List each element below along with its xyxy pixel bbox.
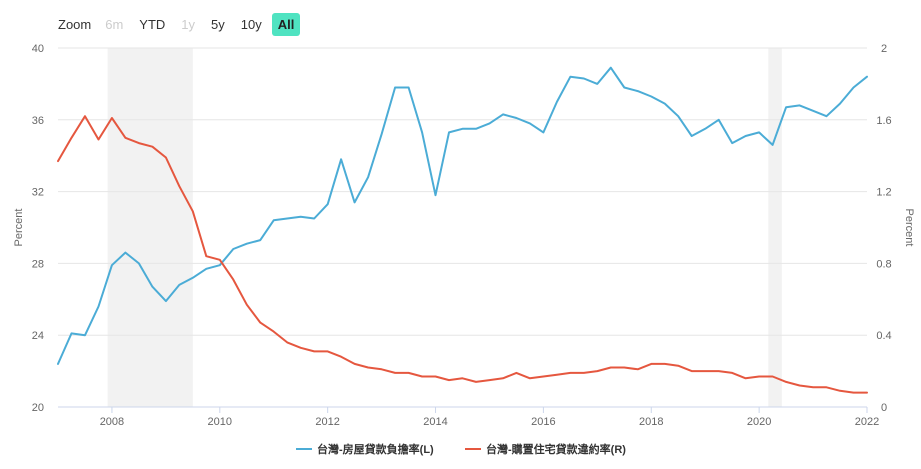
zoom-label: Zoom (58, 16, 92, 32)
legend-label: 台灣-房屋貸款負擔率(L) (317, 442, 434, 456)
shaded-periods (107, 48, 782, 407)
x-tick-label: 2010 (208, 416, 232, 428)
y-right-tick-label: 1.2 (876, 187, 891, 199)
y-right-tick-label: 1.6 (876, 115, 891, 127)
zoom-6m-button: 6m (105, 16, 124, 32)
y-right-tick-label: 0 (881, 402, 887, 414)
shaded-period (768, 48, 782, 407)
y-left-tick-label: 36 (32, 115, 44, 127)
x-tick-label: 2008 (100, 416, 124, 428)
zoom-1y-button: 1y (181, 16, 196, 32)
axes: 20 24 28 32 36 40 0 0.4 0.8 1.2 1.6 2 2008 2010 2012 20… (13, 43, 915, 428)
x-tick-label: 2016 (531, 416, 555, 428)
series-lines (57, 66, 868, 394)
legend[interactable]: 台灣-房屋貸款負擔率(L) 台灣-購置住宅貸款違約率(R) (296, 442, 626, 456)
x-tick-label: 2022 (855, 416, 879, 428)
y-right-axis-title: Percent (903, 209, 915, 247)
y-left-axis-title: Percent (13, 209, 25, 247)
y-left-tick-label: 24 (32, 330, 44, 342)
y-left-tick-label: 20 (32, 402, 44, 414)
series-line-default-rate (57, 115, 868, 394)
x-tick-label: 2012 (315, 416, 339, 428)
y-left-tick-label: 40 (32, 43, 44, 55)
y-left-tick-label: 28 (32, 258, 44, 270)
shaded-period (107, 48, 193, 407)
x-tick-label: 2018 (639, 416, 663, 428)
series-line-mortgage-burden (57, 66, 868, 365)
y-right-tick-label: 0.4 (876, 330, 891, 342)
zoom-ytd-button[interactable]: YTD (139, 16, 166, 32)
legend-item[interactable]: 台灣-房屋貸款負擔率(L) (296, 442, 434, 456)
zoom-bar: Zoom 6m YTD 1y 5y 10y All (52, 12, 304, 36)
y-right-tick-label: 0.8 (876, 258, 891, 270)
zoom-all-button[interactable]: All (271, 12, 301, 36)
legend-item[interactable]: 台灣-購置住宅貸款違約率(R) (465, 442, 626, 456)
zoom-5y-button[interactable]: 5y (211, 16, 225, 32)
legend-label: 台灣-購置住宅貸款違約率(R) (486, 442, 626, 456)
x-tick-label: 2014 (423, 416, 447, 428)
y-right-tick-label: 2 (881, 43, 887, 55)
x-tick-label: 2020 (747, 416, 771, 428)
gridlines (58, 47, 867, 336)
y-left-tick-label: 32 (32, 187, 44, 199)
zoom-10y-button[interactable]: 10y (240, 16, 262, 32)
